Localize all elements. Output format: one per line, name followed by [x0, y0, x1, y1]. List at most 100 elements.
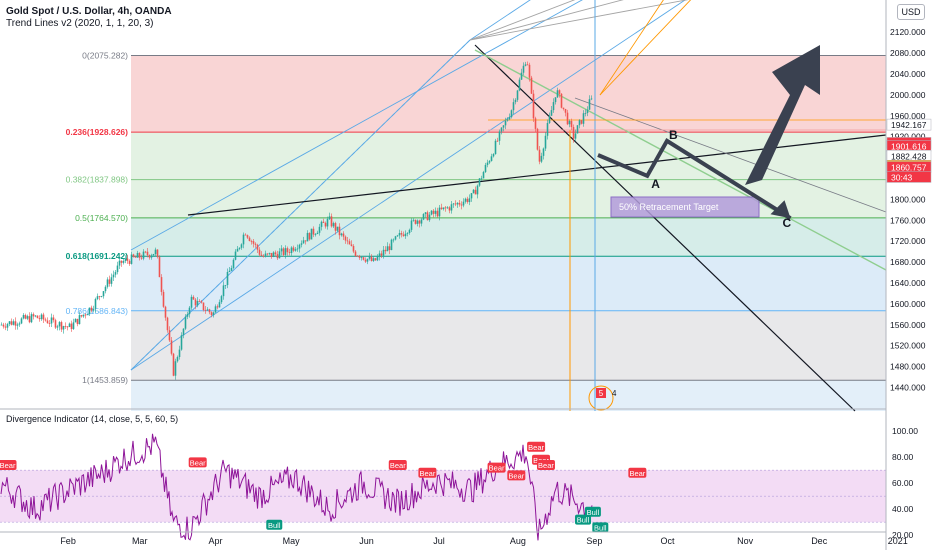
candle-body	[0, 324, 3, 326]
indicator-tick-label: 20.00	[892, 530, 914, 540]
candle-body	[174, 361, 177, 376]
big-up-arrow	[745, 45, 820, 185]
candle-body	[286, 248, 289, 253]
price-tick-label: 2080.000	[890, 48, 926, 58]
candle-body	[182, 328, 185, 336]
candle-body	[162, 291, 165, 307]
candle-body	[108, 279, 111, 284]
candle-body	[134, 256, 137, 258]
rsi-band	[0, 470, 886, 523]
candle-body	[290, 247, 293, 253]
bull-label: Bull	[268, 521, 281, 530]
candle-body	[378, 253, 381, 257]
time-tick-label: Mar	[132, 536, 148, 546]
candle-body	[346, 240, 349, 242]
indicator-tick-label: 100.00	[892, 426, 918, 436]
trend-line	[574, 97, 887, 213]
price-axis-bg	[886, 0, 932, 550]
candle-body	[4, 326, 7, 328]
candle-body	[220, 296, 223, 303]
candle-body	[590, 98, 593, 100]
candle-body	[338, 226, 341, 236]
candle-body	[524, 64, 527, 66]
candle-body	[446, 207, 449, 209]
candle-body	[406, 232, 409, 234]
channel-line	[599, 0, 664, 96]
candle-body	[496, 140, 499, 142]
channel-line	[469, 0, 624, 41]
candle-body	[420, 219, 423, 224]
channel-line	[469, 0, 689, 41]
candle-body	[278, 251, 281, 259]
candle-body	[144, 251, 147, 253]
bear-label-box	[418, 467, 437, 478]
candle-body	[464, 198, 467, 202]
candle-body	[70, 323, 73, 330]
candle-body	[250, 240, 253, 242]
candle-body	[330, 216, 333, 227]
price-tick-label: 1960.000	[890, 111, 926, 121]
study-title: Trend Lines v2 (2020, 1, 1, 20, 3)	[6, 18, 154, 29]
price-tick-label: 1920.000	[890, 132, 926, 142]
candle-body	[588, 99, 591, 110]
wave-point-label: B	[669, 128, 678, 142]
candle-body	[258, 249, 261, 255]
candle-body	[88, 307, 91, 315]
candle-body	[248, 237, 251, 241]
candle-body	[170, 340, 173, 354]
candle-body	[192, 296, 195, 300]
candle-body	[320, 221, 323, 227]
candle-body	[408, 229, 411, 233]
price-tick-label: 1680.000	[890, 257, 926, 267]
candle-body	[100, 296, 103, 297]
candle-body	[538, 149, 541, 162]
candle-body	[132, 254, 135, 257]
candle-body	[454, 203, 457, 205]
candle-body	[518, 79, 521, 91]
wave-point-label: C	[783, 216, 792, 230]
currency-button[interactable]: USD	[897, 4, 925, 20]
candle-body	[528, 64, 531, 78]
candle-body	[566, 112, 569, 125]
candle-body	[212, 312, 215, 316]
candle-body	[120, 260, 123, 263]
candle-body	[324, 222, 327, 227]
candle-body	[202, 302, 205, 311]
candle-body	[204, 310, 207, 311]
candle-body	[570, 120, 573, 128]
candle-body	[316, 232, 319, 235]
indicator-tick-label: 60.00	[892, 478, 914, 488]
candle-body	[176, 356, 179, 362]
candle-body	[130, 254, 133, 264]
candle-body	[32, 314, 35, 317]
candle-body	[434, 210, 437, 214]
price-tick-label: 1480.000	[890, 362, 926, 372]
candle-body	[280, 248, 283, 252]
candle-body	[276, 254, 279, 259]
candle-body	[222, 285, 225, 297]
candle-body	[150, 255, 153, 258]
projection-arrowhead	[770, 200, 791, 219]
price-label-text: 1860.757	[891, 163, 927, 173]
candle-body	[504, 120, 507, 126]
candle-body	[516, 90, 519, 100]
candle-body	[128, 260, 131, 264]
bear-label: Bear	[508, 471, 524, 480]
price-label-text: 1942.167	[891, 120, 927, 130]
candle-body	[578, 120, 581, 126]
candle-body	[56, 326, 59, 328]
candle-body	[236, 248, 239, 252]
candle-body	[332, 223, 335, 227]
candle-body	[360, 257, 363, 259]
candle-body	[12, 321, 15, 325]
candle-body	[480, 178, 483, 180]
candle-body	[102, 291, 105, 297]
candle-body	[404, 233, 407, 237]
candle-body	[164, 306, 167, 318]
candle-body	[216, 306, 219, 308]
candle-body	[424, 212, 427, 214]
candle-body	[374, 258, 377, 261]
candle-body	[52, 317, 55, 321]
